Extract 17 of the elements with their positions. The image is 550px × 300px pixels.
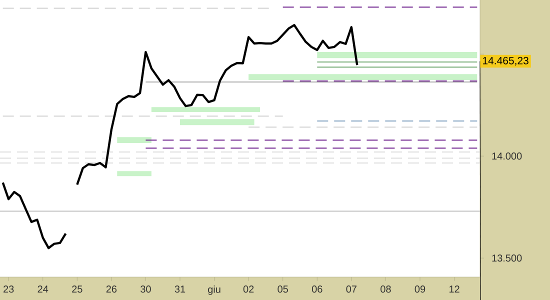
x-tick-label: 06 xyxy=(312,286,322,293)
y-tick-label: 13.500 xyxy=(492,254,522,262)
x-tick-label: 07 xyxy=(346,286,356,293)
x-tick-label: 31 xyxy=(174,286,186,293)
x-tick-label: 26 xyxy=(106,286,117,293)
x-tick-label: 24 xyxy=(38,286,48,293)
x-tick-label: 08 xyxy=(380,286,391,293)
x-tick-label: giu xyxy=(208,286,220,295)
y-tick-label: 14.000 xyxy=(492,152,522,160)
x-tick-label: 12 xyxy=(449,286,460,293)
x-tick-label: 23 xyxy=(4,286,14,293)
text: 14.465,23 xyxy=(482,56,528,66)
x-tick-label: 25 xyxy=(72,286,82,293)
x-tick-label: 09 xyxy=(414,286,426,293)
x-tick-label: 02 xyxy=(243,286,254,293)
x-tick-label: 05 xyxy=(278,286,288,293)
x-tick-label: 30 xyxy=(140,286,151,293)
